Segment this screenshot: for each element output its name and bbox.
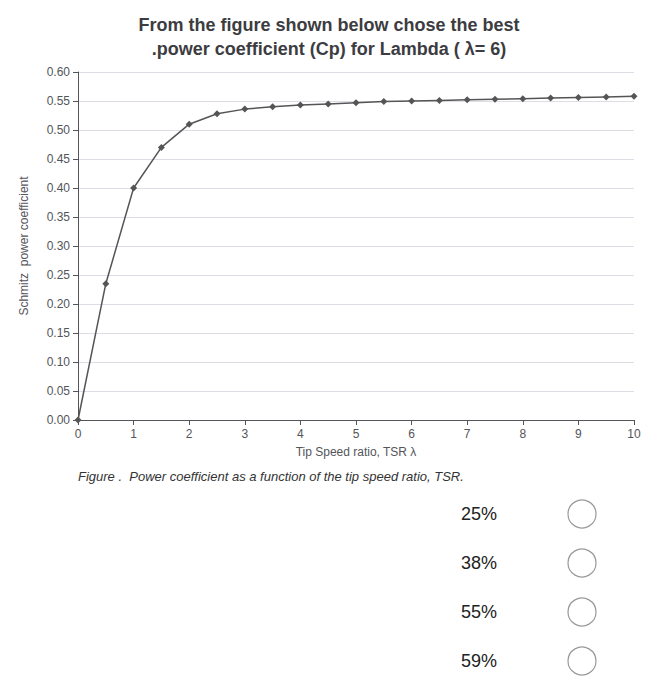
- svg-text:From the figure shown below ch: From the figure shown below chose the be…: [138, 15, 519, 35]
- svg-text:0.45: 0.45: [47, 152, 71, 166]
- svg-text:.power coefficient (Cp) for La: .power coefficient (Cp) for Lambda ( λ= …: [152, 39, 507, 59]
- svg-text:0.00: 0.00: [47, 413, 71, 427]
- svg-text:0.10: 0.10: [47, 355, 71, 369]
- svg-text:59%: 59%: [461, 651, 497, 671]
- svg-text:8: 8: [519, 427, 526, 441]
- svg-text:55%: 55%: [461, 602, 497, 622]
- svg-text:5: 5: [353, 427, 360, 441]
- svg-text:38%: 38%: [461, 553, 497, 573]
- svg-text:6: 6: [408, 427, 415, 441]
- svg-text:3: 3: [241, 427, 248, 441]
- svg-text:0.50: 0.50: [47, 123, 71, 137]
- svg-text:0.25: 0.25: [47, 268, 71, 282]
- svg-text:2: 2: [186, 427, 193, 441]
- svg-text:0.15: 0.15: [47, 326, 71, 340]
- svg-text:0.30: 0.30: [47, 239, 71, 253]
- svg-text:0.60: 0.60: [47, 65, 71, 79]
- svg-text:0: 0: [75, 427, 82, 441]
- svg-text:Tip Speed ratio, TSR λ: Tip Speed ratio, TSR λ: [296, 445, 417, 459]
- svg-text:9: 9: [575, 427, 582, 441]
- svg-text:Schmitz power coefficient: Schmitz power coefficient: [17, 176, 31, 316]
- svg-text:7: 7: [464, 427, 471, 441]
- svg-text:0.40: 0.40: [47, 181, 71, 195]
- svg-text:0.20: 0.20: [47, 297, 71, 311]
- svg-text:Figure . Power coefficient as: Figure . Power coefficient as a function…: [78, 469, 464, 484]
- svg-text:4: 4: [297, 427, 304, 441]
- svg-text:1: 1: [130, 427, 137, 441]
- svg-text:25%: 25%: [461, 504, 497, 524]
- svg-text:0.35: 0.35: [47, 210, 71, 224]
- svg-text:10: 10: [627, 427, 641, 441]
- svg-text:0.05: 0.05: [47, 384, 71, 398]
- svg-text:0.55: 0.55: [47, 94, 71, 108]
